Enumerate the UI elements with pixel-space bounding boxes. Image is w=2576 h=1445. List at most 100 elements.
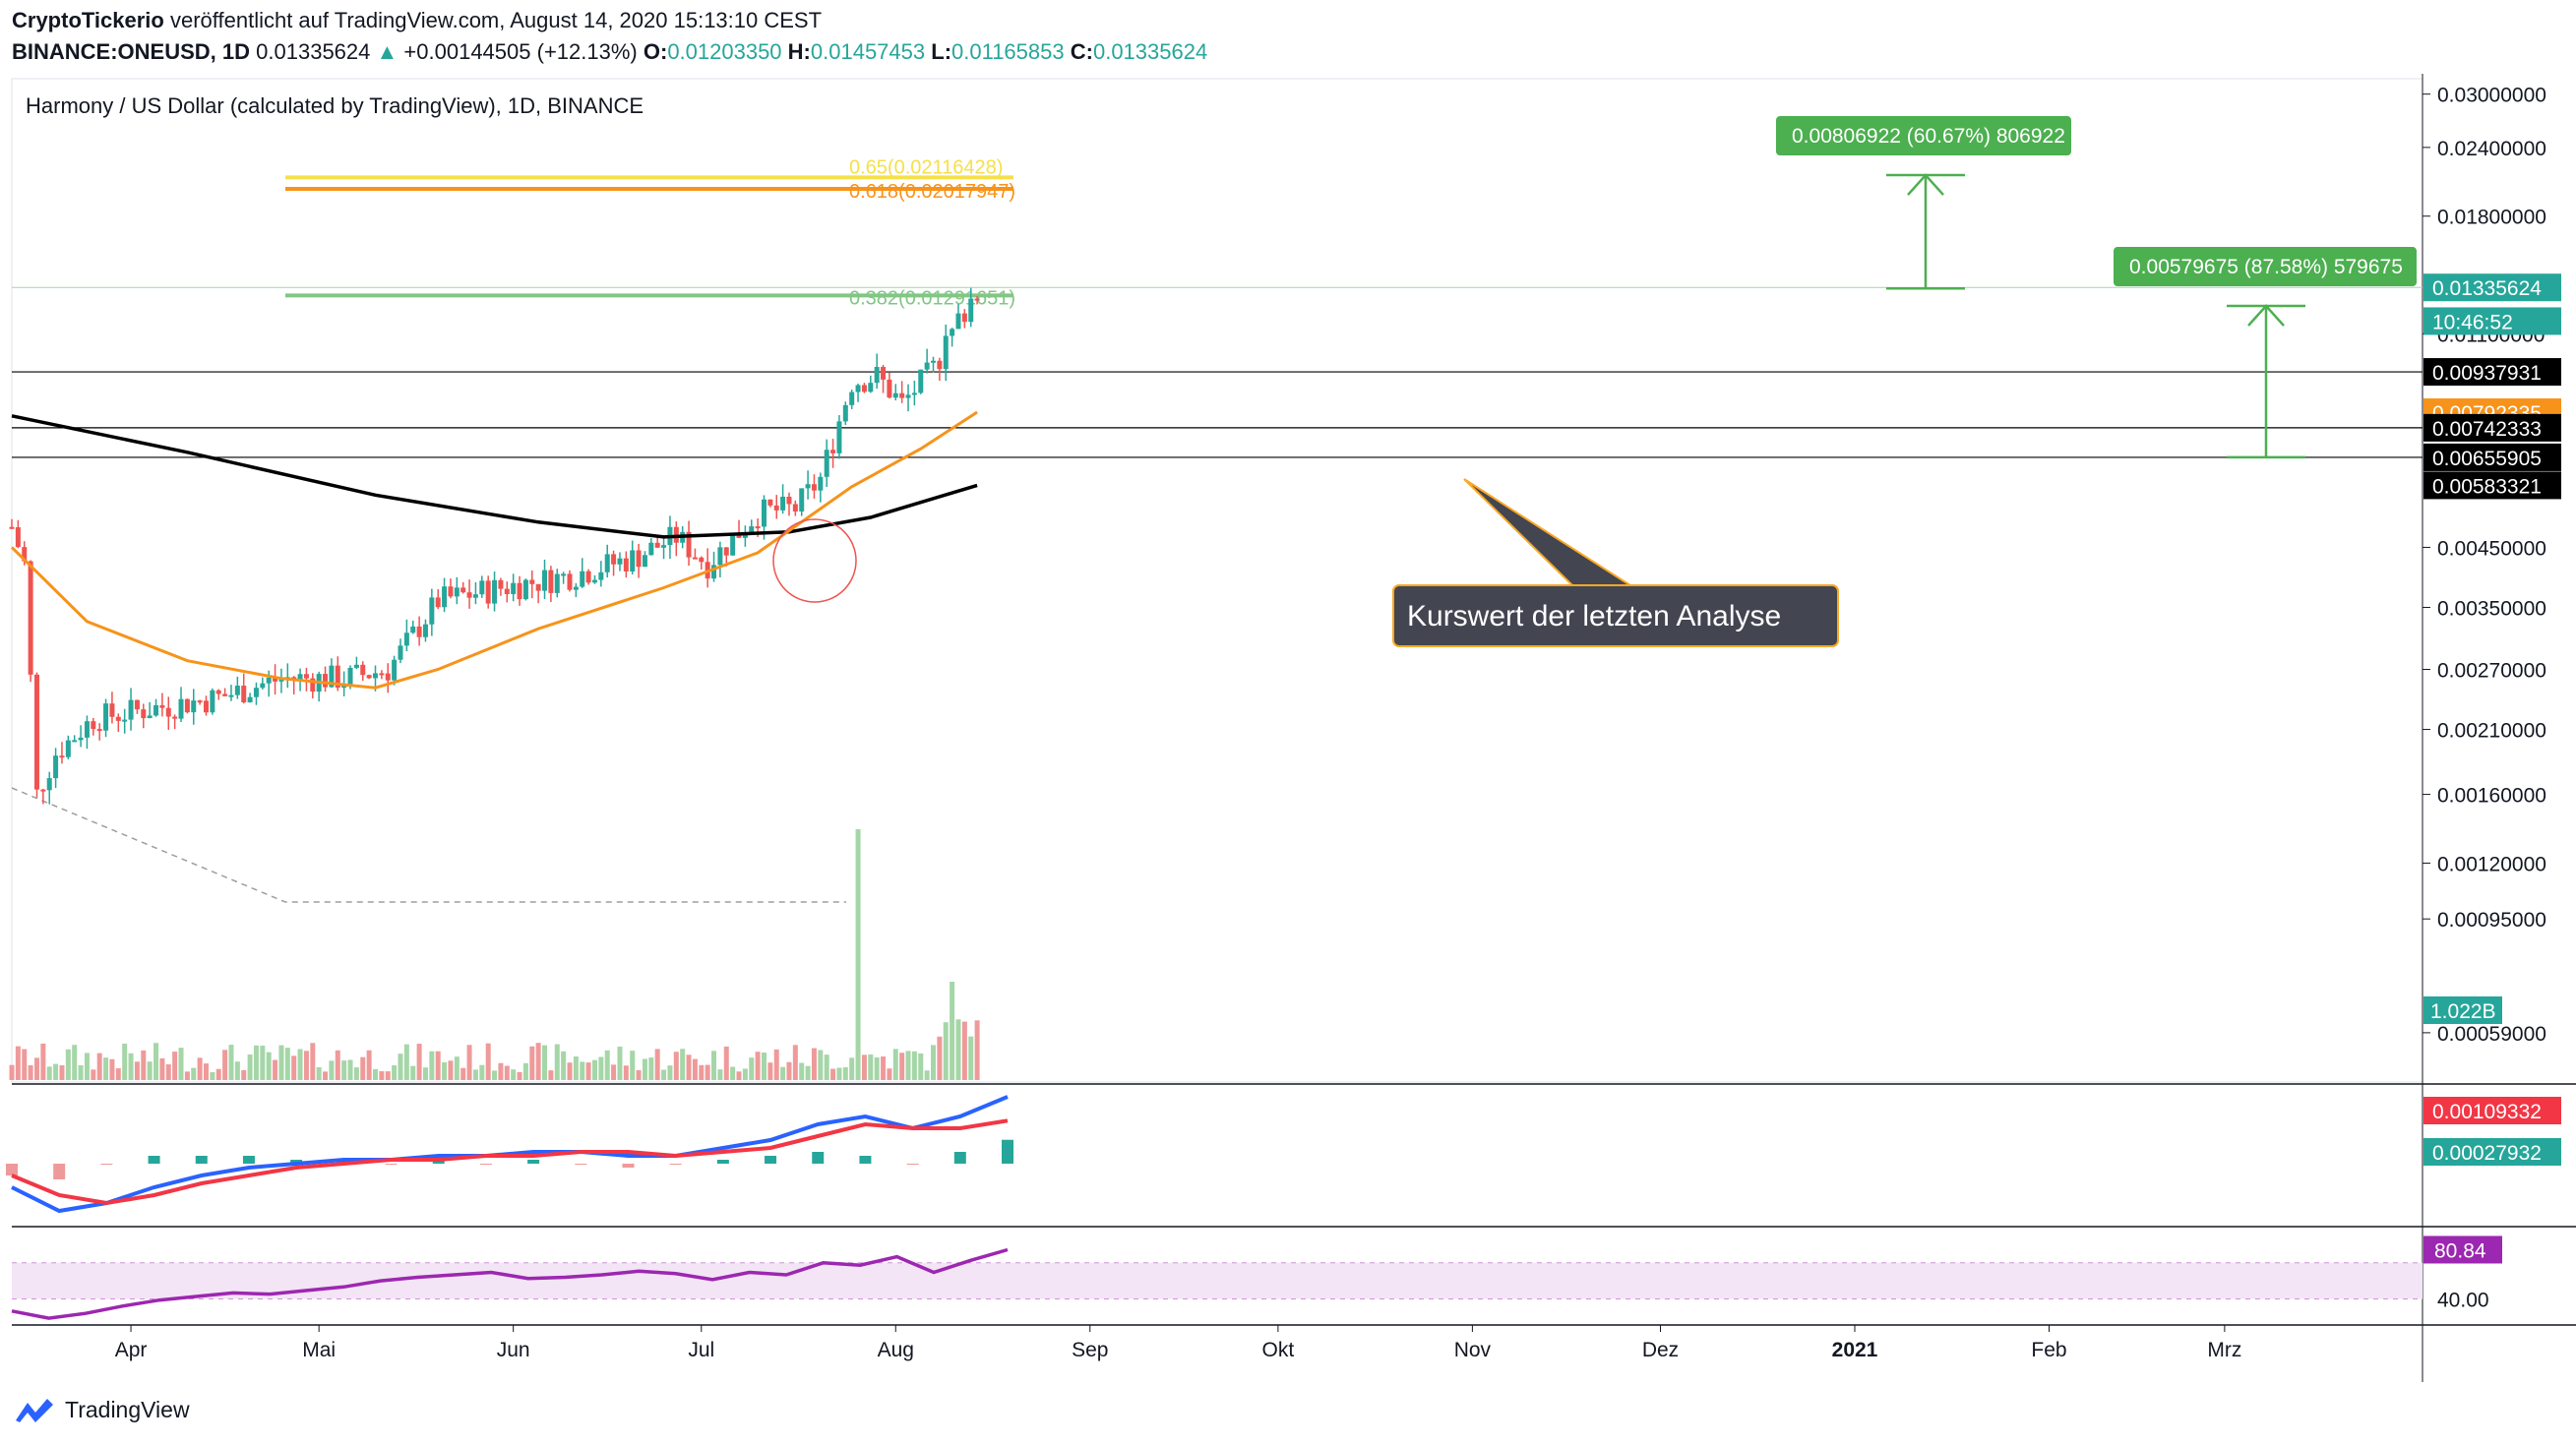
candle-body: [147, 715, 153, 719]
candle-body: [842, 404, 848, 422]
macd-value-badge-text: 0.00027932: [2432, 1142, 2542, 1165]
volume-bar: [598, 1056, 604, 1080]
volume-bar: [855, 829, 861, 1080]
x-tick-label: Okt: [1262, 1339, 1295, 1361]
macd-histogram-bar: [242, 1156, 255, 1164]
candle-body: [661, 545, 667, 548]
volume-bar: [460, 1067, 466, 1080]
candle-body: [122, 719, 128, 722]
volume-bar: [723, 1046, 729, 1080]
candle-body: [153, 704, 159, 716]
candle-body: [253, 688, 259, 697]
volume-bar: [353, 1067, 359, 1080]
volume-bar: [435, 1051, 441, 1080]
candle-body: [172, 716, 178, 719]
crossover-circle: [772, 518, 857, 603]
change-arrow-icon: ▲: [376, 39, 399, 64]
low-value: 0.01165853: [951, 39, 1065, 64]
price-axis-badge: [2423, 358, 2561, 387]
volume-bar: [141, 1050, 147, 1080]
candle-body: [398, 645, 403, 660]
candle-body: [767, 499, 773, 506]
volume-bar: [472, 1069, 478, 1080]
x-tick-label: 2021: [1832, 1339, 1878, 1361]
target-label-box: [2114, 247, 2417, 287]
tradingview-brand[interactable]: TradingView: [65, 1396, 190, 1422]
volume-bar: [686, 1054, 692, 1080]
volume-bar: [115, 1068, 121, 1080]
close-value: 0.01335624: [1092, 39, 1208, 64]
author-name[interactable]: CryptoTickerio: [12, 8, 164, 32]
candle-body: [604, 554, 610, 572]
volume-bar: [755, 1052, 761, 1080]
candle-body: [573, 586, 579, 590]
candle-body: [492, 579, 498, 604]
candle-body: [522, 579, 528, 600]
y-tick-label: 0.02400000: [2437, 138, 2546, 160]
candle-body: [755, 526, 761, 529]
candle-body: [385, 673, 391, 681]
candle-body: [278, 678, 284, 682]
volume-bar: [667, 1065, 673, 1080]
price-axis-badge-text: 0.01335624: [2432, 277, 2542, 300]
volume-bar: [310, 1043, 316, 1080]
candle-body: [40, 789, 46, 792]
candle-body: [184, 698, 190, 713]
candle-body: [448, 586, 454, 597]
macd-histogram-bar: [765, 1156, 777, 1164]
candle-body: [65, 740, 71, 757]
volume-bar: [968, 1036, 974, 1080]
volume-bar: [33, 1057, 39, 1080]
price-axis-badge: [2423, 413, 2561, 442]
candle-body: [403, 632, 409, 646]
candle-body: [855, 385, 861, 392]
candle-body: [648, 542, 654, 556]
volume-bar: [9, 1064, 15, 1080]
x-tick-label: Mai: [302, 1339, 336, 1361]
volume-bar: [273, 1059, 278, 1080]
volume-bar: [403, 1044, 409, 1080]
volume-bar: [159, 1057, 165, 1080]
volume-bar: [830, 1068, 836, 1080]
candle-body: [699, 557, 705, 563]
price-axis-badge-text: 0.00655905: [2432, 448, 2542, 470]
volume-bar: [454, 1056, 460, 1080]
candle-body: [353, 664, 359, 668]
volume-bar: [811, 1048, 817, 1080]
y-tick-label: 0.00270000: [2437, 660, 2546, 683]
candle-body: [128, 699, 134, 720]
candle-body: [548, 570, 554, 593]
volume-bar: [479, 1064, 485, 1080]
volume-bar: [705, 1064, 710, 1080]
volume-bar: [247, 1054, 253, 1080]
macd-histogram-bar: [148, 1156, 160, 1164]
candle-body: [165, 707, 171, 717]
volume-bar: [172, 1052, 178, 1080]
candle-body: [617, 558, 623, 565]
macd-signal-line: [11, 1118, 1009, 1206]
volume-bar: [642, 1058, 647, 1080]
volume-bar: [780, 1066, 786, 1080]
rsi-value-badge-text: 80.84: [2434, 1239, 2486, 1262]
volume-bar: [59, 1065, 65, 1080]
candle-body: [310, 678, 316, 692]
y-tick-label: 0.00120000: [2437, 853, 2546, 875]
volume-bar: [730, 1066, 736, 1080]
volume-bar: [109, 1058, 115, 1080]
candle-body: [786, 496, 792, 505]
candle-body: [911, 392, 917, 395]
candle-body: [22, 547, 28, 562]
candle-body: [711, 565, 717, 579]
volume-bar: [868, 1054, 874, 1080]
open-value: 0.01203350: [667, 39, 782, 64]
x-tick-label: Dez: [1642, 1339, 1679, 1361]
macd-histogram-bar: [100, 1164, 113, 1165]
fib-level-label: 0.382(0.01291651): [849, 287, 1015, 309]
candle-body: [598, 572, 604, 580]
macd-histogram-bar: [385, 1164, 398, 1165]
candle-body: [410, 626, 416, 633]
volume-bar: [416, 1044, 422, 1080]
volume-bar: [448, 1060, 454, 1080]
volume-bar: [717, 1069, 723, 1080]
price-chart[interactable]: Harmony / US Dollar (calculated by Tradi…: [0, 74, 2576, 1382]
